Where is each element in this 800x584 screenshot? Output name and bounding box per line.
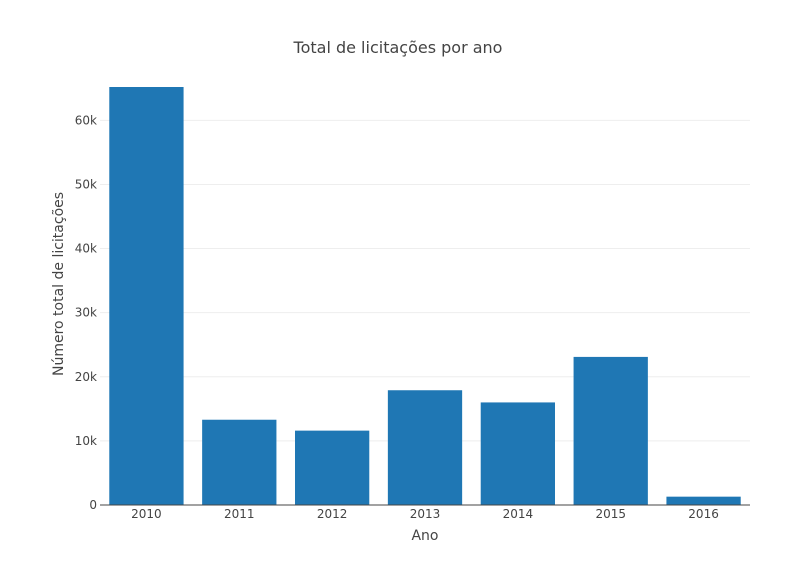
y-tick-label: 30k: [75, 306, 97, 320]
bar-2014[interactable]: [480, 402, 555, 505]
x-axis-title: Ano: [411, 528, 438, 544]
bar-2013[interactable]: [387, 390, 463, 505]
x-tick-labels: 2010 2011 2012 2013 2014 2015 2016: [131, 507, 719, 521]
y-tick-label: 0: [89, 498, 97, 512]
x-tick-label: 2013: [410, 507, 441, 521]
x-tick-label: 2016: [688, 507, 719, 521]
y-tick-label: 20k: [75, 370, 97, 384]
bar-2010[interactable]: [109, 87, 184, 505]
x-tick-label: 2012: [317, 507, 348, 521]
y-axis-title: Número total de licitações: [51, 192, 67, 376]
y-tick-labels: 0 10k 20k 30k 40k 50k 60k: [75, 113, 97, 512]
bar-2015[interactable]: [573, 356, 648, 505]
bar-2011[interactable]: [202, 419, 277, 505]
y-tick-label: 40k: [75, 242, 97, 256]
x-tick-label: 2014: [503, 507, 534, 521]
y-tick-label: 50k: [75, 177, 97, 191]
y-tick-label: 60k: [75, 113, 97, 127]
bar-2012[interactable]: [295, 430, 370, 505]
x-tick-label: 2015: [595, 507, 626, 521]
y-tick-label: 10k: [75, 434, 97, 448]
x-tick-label: 2011: [224, 507, 255, 521]
chart-title: Total de licitações por ano: [293, 38, 503, 57]
bars: [109, 87, 741, 505]
bar-2016[interactable]: [666, 496, 741, 505]
x-tick-label: 2010: [131, 507, 162, 521]
